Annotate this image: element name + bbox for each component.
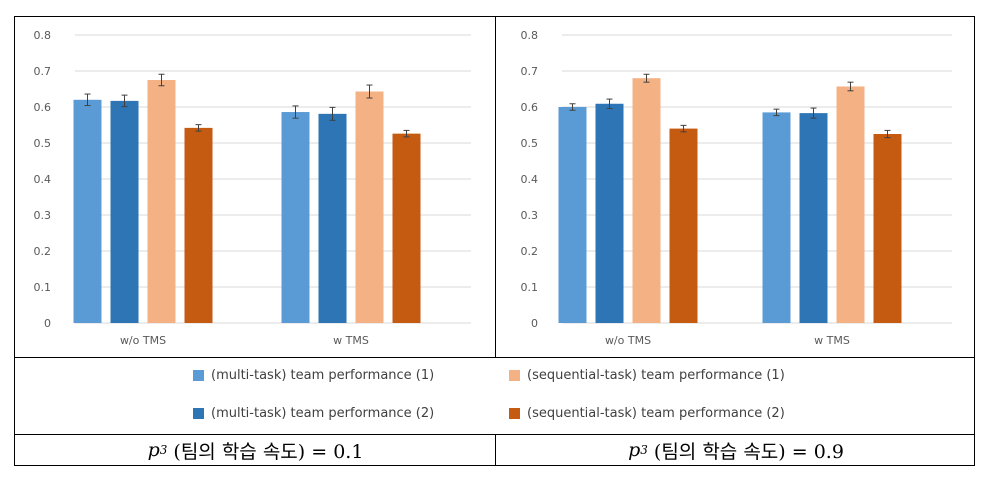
chart-panel-left: 0 0.1 0.2 0.3 0.4 0.5 0.6 0.7 0.8 w/o TMS w TMS bbox=[14, 16, 496, 358]
y-tick-label: 0.2 bbox=[34, 245, 52, 258]
x-tick-label: w TMS bbox=[333, 334, 369, 347]
legend-label: (multi-task) team performance (1) bbox=[211, 368, 435, 383]
legend-swatch-dark-blue bbox=[193, 408, 204, 419]
bar bbox=[558, 107, 587, 323]
legend-row-1: (multi-task) team performance (1) (seque… bbox=[15, 368, 974, 388]
legend-swatch-dark-orange bbox=[509, 408, 520, 419]
y-tick-label: 0.8 bbox=[34, 29, 52, 42]
caption-text: (팀의 학습 속도) = 0.1 bbox=[167, 440, 364, 463]
y-tick-label: 0.6 bbox=[34, 101, 52, 114]
y-tick-label: 0 bbox=[44, 317, 51, 330]
y-tick-label: 0.4 bbox=[34, 173, 52, 186]
legend-row-2: (multi-task) team performance (2) (seque… bbox=[15, 406, 974, 426]
bar bbox=[836, 86, 865, 323]
bar-chart-left: 0 0.1 0.2 0.3 0.4 0.5 0.6 0.7 0.8 w/o TMS w TMS bbox=[34, 29, 471, 347]
bar bbox=[73, 99, 102, 323]
y-tick-label: 0.1 bbox=[521, 281, 539, 294]
y-tick-label: 0.7 bbox=[521, 65, 539, 78]
y-tick-label: 0.7 bbox=[34, 65, 52, 78]
x-tick-label: w/o TMS bbox=[605, 334, 651, 347]
legend-item-sequential-task-1: (sequential-task) team performance (1) bbox=[509, 368, 785, 383]
bar bbox=[632, 78, 661, 323]
caption-variable: p bbox=[147, 439, 160, 461]
y-tick-label: 0.8 bbox=[521, 29, 539, 42]
bar bbox=[669, 128, 698, 323]
y-tick-label: 0.6 bbox=[521, 101, 539, 114]
y-tick-label: 0.2 bbox=[521, 245, 539, 258]
caption-subscript: 3 bbox=[640, 443, 648, 457]
legend-swatch-light-orange bbox=[509, 370, 520, 381]
bar bbox=[318, 113, 347, 323]
bar bbox=[595, 103, 624, 323]
bar bbox=[762, 112, 791, 324]
bar bbox=[392, 133, 421, 323]
caption-subscript: 3 bbox=[159, 443, 168, 457]
bar bbox=[355, 91, 384, 324]
legend-label: (multi-task) team performance (2) bbox=[211, 406, 435, 421]
bar bbox=[281, 112, 310, 323]
caption-variable: p bbox=[628, 439, 641, 461]
y-tick-label: 0.4 bbox=[521, 173, 539, 186]
caption-divider bbox=[495, 435, 496, 465]
legend-item-multi-task-2: (multi-task) team performance (2) bbox=[193, 406, 434, 421]
bar bbox=[184, 127, 213, 323]
legend-item-multi-task-1: (multi-task) team performance (1) bbox=[193, 368, 434, 383]
legend-label: (sequential-task) team performance (2) bbox=[527, 406, 785, 421]
caption-text: (팀의 학습 속도) = 0.9 bbox=[647, 440, 844, 463]
legend-item-sequential-task-2: (sequential-task) team performance (2) bbox=[509, 406, 785, 421]
x-tick-label: w/o TMS bbox=[120, 334, 166, 347]
y-tick-label: 0.3 bbox=[34, 209, 52, 222]
legend-label: (sequential-task) team performance (1) bbox=[527, 368, 785, 383]
y-tick-label: 0.5 bbox=[34, 137, 52, 150]
chart-panel-right: 0 0.1 0.2 0.3 0.4 0.5 0.6 0.7 0.8 w/o TMS w TMS bbox=[495, 16, 975, 358]
bar bbox=[873, 134, 902, 323]
bar bbox=[147, 80, 176, 323]
bar-chart-right: 0 0.1 0.2 0.3 0.4 0.5 0.6 0.7 0.8 w/o TMS w TMS bbox=[521, 29, 952, 347]
y-tick-label: 0.5 bbox=[521, 137, 539, 150]
y-tick-label: 0.3 bbox=[521, 209, 539, 222]
y-tick-label: 0.1 bbox=[34, 281, 52, 294]
legend-panel: (multi-task) team performance (1) (seque… bbox=[14, 357, 975, 435]
y-tick-label: 0 bbox=[531, 317, 538, 330]
x-tick-label: w TMS bbox=[814, 334, 850, 347]
bar bbox=[799, 113, 828, 324]
bar bbox=[110, 100, 139, 323]
legend-swatch-light-blue bbox=[193, 370, 204, 381]
